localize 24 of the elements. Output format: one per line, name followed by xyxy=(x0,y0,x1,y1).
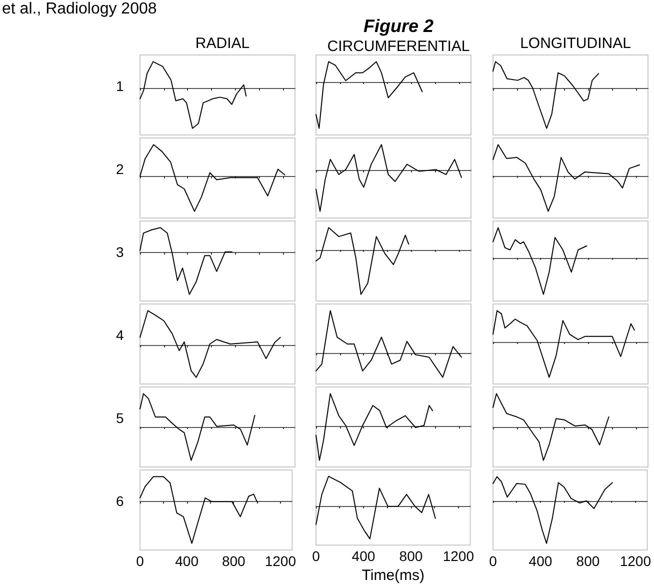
y-axis-title: 5 xyxy=(116,410,124,426)
x-tick-label: 400 xyxy=(352,548,376,564)
y-axis-title: 1 xyxy=(116,78,124,94)
text: et al., Radiology 2008 xyxy=(2,0,157,18)
x-tick-label: 0 xyxy=(312,548,320,564)
x-tick-label: 800 xyxy=(576,553,600,569)
chart-title: LONGITUDINAL xyxy=(520,35,631,52)
x-tick-label: 1200 xyxy=(620,553,652,569)
x-tick-label: 1200 xyxy=(264,553,296,569)
y-axis-title: 3 xyxy=(116,244,124,260)
chart-subtitle: CIRCUMFERENTIAL xyxy=(327,38,470,55)
y-axis-title: 2 xyxy=(116,161,124,177)
y-axis-title: 6 xyxy=(116,493,124,509)
x-tick-label: 0 xyxy=(136,553,144,569)
x-tick-label: 800 xyxy=(222,553,246,569)
x-tick-label: 400 xyxy=(175,553,199,569)
x-axis-title: Time(ms) xyxy=(362,567,425,584)
x-tick-label: 800 xyxy=(399,548,423,564)
chart-title: Figure 2 xyxy=(363,16,434,36)
x-tick-label: 400 xyxy=(528,553,552,569)
chart-title: RADIAL xyxy=(195,35,250,52)
x-tick-label: 1200 xyxy=(442,548,474,564)
x-tick-label: 0 xyxy=(489,553,498,569)
y-axis-title: 4 xyxy=(116,327,124,343)
